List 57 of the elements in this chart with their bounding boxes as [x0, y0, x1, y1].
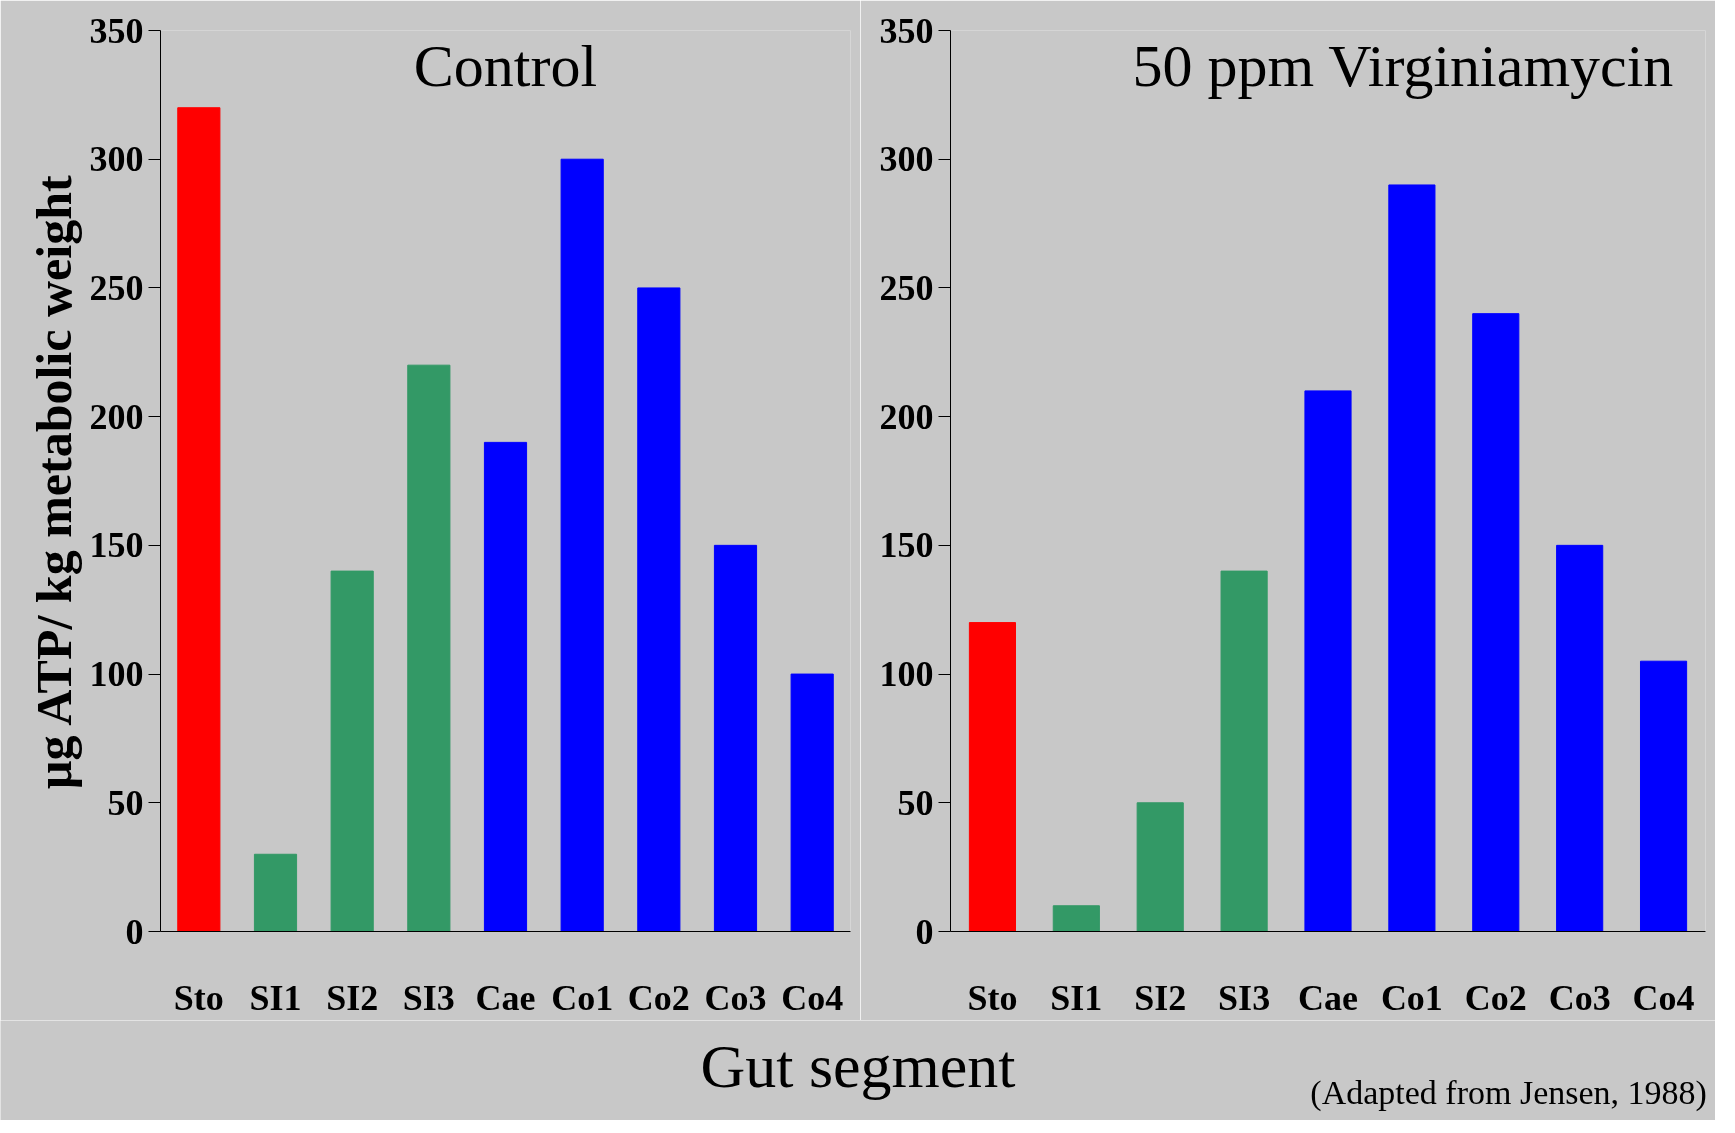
y-tick-label: 200 — [89, 396, 144, 437]
x-tick-label: Cae — [1298, 977, 1359, 1018]
y-tick-label: 100 — [89, 654, 144, 695]
x-tick-label: Co4 — [781, 977, 844, 1018]
x-tick-label: Co3 — [1548, 977, 1611, 1018]
y-tick-label: 0 — [915, 911, 934, 952]
text: (Adapted from Jensen, 1988) — [1310, 1073, 1707, 1112]
bar — [1136, 802, 1184, 932]
y-axis-title: µg ATP/ kg metabolic weight — [25, 175, 82, 790]
bar — [790, 673, 834, 932]
y-tick-label: 50 — [107, 782, 144, 823]
x-tick-label: Co1 — [551, 977, 614, 1018]
x-axis-title: Gut segment — [700, 1031, 1016, 1100]
bar — [330, 570, 374, 932]
bar — [1556, 544, 1604, 932]
bar — [253, 853, 298, 932]
bar — [483, 441, 528, 932]
x-tick-label: Co4 — [1632, 977, 1695, 1018]
bar — [560, 158, 604, 932]
y-tick-label: 100 — [879, 654, 934, 695]
y-tick-label: 150 — [879, 525, 934, 566]
bar — [1052, 905, 1100, 932]
y-tick-label: 350 — [879, 10, 934, 51]
y-tick-label: 150 — [89, 525, 144, 566]
x-tick-label: SI2 — [326, 977, 379, 1018]
bar — [1304, 390, 1352, 932]
bar — [713, 544, 758, 932]
x-tick-label: SI2 — [1134, 977, 1187, 1018]
chart-title: Control — [413, 32, 598, 99]
bar — [968, 622, 1017, 932]
y-tick-label: 200 — [879, 396, 934, 437]
x-tick-label: Co1 — [1380, 977, 1443, 1018]
bar — [1472, 313, 1520, 932]
chart-title: 50 ppm Virginiamycin — [1132, 32, 1674, 99]
y-tick-label: 50 — [897, 782, 934, 823]
bar — [1388, 184, 1436, 932]
x-tick-label: SI1 — [249, 977, 302, 1018]
bar — [407, 364, 451, 932]
x-tick-label: Sto — [967, 977, 1018, 1018]
y-tick-label: 0 — [125, 911, 144, 952]
y-tick-label: 300 — [89, 139, 144, 180]
x-tick-label: SI1 — [1050, 977, 1103, 1018]
bar — [1220, 570, 1268, 932]
bar — [177, 107, 221, 932]
bar — [1639, 660, 1688, 932]
x-tick-label: Cae — [475, 977, 536, 1018]
y-tick-label: 350 — [89, 10, 144, 51]
y-tick-label: 300 — [879, 139, 934, 180]
x-tick-label: Co2 — [1464, 977, 1527, 1018]
y-tick-label: 250 — [879, 267, 934, 308]
x-tick-label: SI3 — [402, 977, 455, 1018]
x-tick-label: SI3 — [1218, 977, 1271, 1018]
y-tick-label: 250 — [89, 267, 144, 308]
x-tick-label: Co2 — [627, 977, 690, 1018]
x-tick-label: Co3 — [704, 977, 767, 1018]
bar — [637, 287, 681, 932]
x-tick-label: Sto — [173, 977, 224, 1018]
